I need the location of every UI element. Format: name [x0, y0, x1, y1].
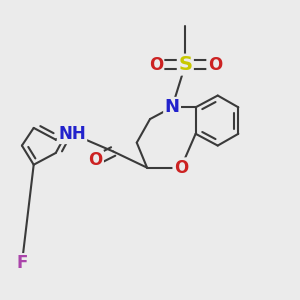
- Text: O: O: [88, 151, 103, 169]
- Text: S: S: [178, 55, 192, 74]
- Text: O: O: [149, 56, 163, 74]
- Text: F: F: [16, 254, 28, 272]
- Text: NH: NH: [58, 125, 86, 143]
- Text: O: O: [208, 56, 222, 74]
- Text: N: N: [165, 98, 180, 116]
- Text: O: O: [174, 159, 188, 177]
